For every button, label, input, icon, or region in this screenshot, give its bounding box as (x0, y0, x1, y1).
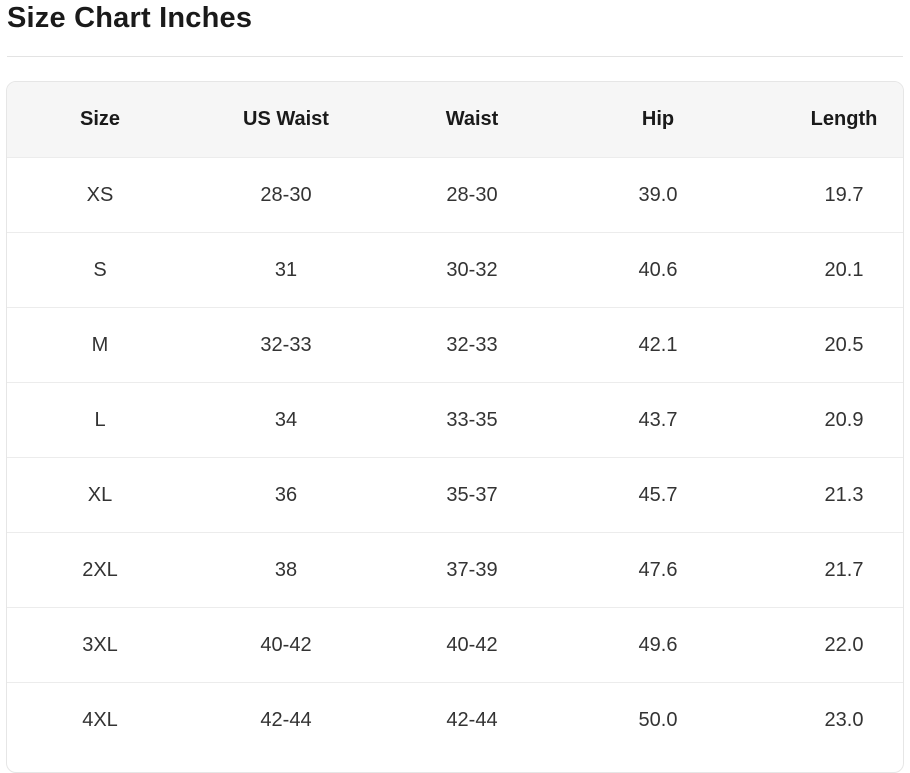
table-cell: 30-32 (379, 232, 565, 308)
table-cell: 50.0 (565, 682, 751, 757)
table-cell: 32-33 (193, 307, 379, 383)
table-cell: 34 (193, 382, 379, 458)
table-cell: 43.7 (565, 382, 751, 458)
table-cell: 42-44 (193, 682, 379, 757)
table-cell: 31 (193, 232, 379, 308)
table-cell: 45.7 (565, 457, 751, 533)
table-cell: XL (7, 457, 193, 533)
table-cell: 40-42 (379, 607, 565, 683)
table-cell: S (7, 232, 193, 308)
page: Size Chart Inches Size US Waist Waist Hip Le… (6, 2, 904, 773)
table-row: 3XL 40-42 40-42 49.6 22.0 (7, 607, 903, 683)
table-row: 2XL 38 37-39 47.6 21.7 (7, 532, 903, 608)
table-container: Size US Waist Waist Hip Length XS 28-30 28-30 3… (6, 81, 904, 773)
table-cell: 28-30 (193, 157, 379, 233)
divider (7, 56, 903, 57)
table-cell: 40-42 (193, 607, 379, 683)
column-header: Hip (565, 82, 751, 158)
table-cell: 21.3 (751, 457, 903, 533)
column-header: Waist (379, 82, 565, 158)
table-cell: 4XL (7, 682, 193, 757)
table-cell: 23.0 (751, 682, 903, 757)
column-header: Length (751, 82, 903, 158)
table-cell: 40.6 (565, 232, 751, 308)
column-header: US Waist (193, 82, 379, 158)
table-row: L 34 33-35 43.7 20.9 (7, 382, 903, 458)
table-row: M 32-33 32-33 42.1 20.5 (7, 307, 903, 383)
table-body: XS 28-30 28-30 39.0 19.7 S 31 30-32 40.6 20.1 M 32-… (7, 157, 903, 757)
table-cell: 21.7 (751, 532, 903, 608)
table-cell: 20.1 (751, 232, 903, 308)
table-cell: 2XL (7, 532, 193, 608)
table-cell: 42-44 (379, 682, 565, 757)
table-cell: 19.7 (751, 157, 903, 233)
table-cell: 49.6 (565, 607, 751, 683)
table-row: S 31 30-32 40.6 20.1 (7, 232, 903, 308)
table-cell: 35-37 (379, 457, 565, 533)
page-title: Size Chart Inches (7, 2, 253, 34)
table-cell: 47.6 (565, 532, 751, 608)
table-row: 4XL 42-44 42-44 50.0 23.0 (7, 682, 903, 757)
table-cell: 38 (193, 532, 379, 608)
table-cell: 20.9 (751, 382, 903, 458)
table-cell: M (7, 307, 193, 383)
table-cell: 20.5 (751, 307, 903, 383)
table-cell: 33-35 (379, 382, 565, 458)
table-row: XL 36 35-37 45.7 21.3 (7, 457, 903, 533)
table-cell: 3XL (7, 607, 193, 683)
table-cell: 28-30 (379, 157, 565, 233)
table-cell: 22.0 (751, 607, 903, 683)
table-cell: 42.1 (565, 307, 751, 383)
table-cell: 32-33 (379, 307, 565, 383)
table-row: XS 28-30 28-30 39.0 19.7 (7, 157, 903, 233)
table-cell: L (7, 382, 193, 458)
column-header: Size (7, 82, 193, 158)
table-cell: 37-39 (379, 532, 565, 608)
size-table: Size US Waist Waist Hip Length XS 28-30 28-30 3… (7, 82, 903, 757)
header-row: Size US Waist Waist Hip Length (7, 82, 903, 158)
table-cell: XS (7, 157, 193, 233)
table-cell: 39.0 (565, 157, 751, 233)
table-cell: 36 (193, 457, 379, 533)
